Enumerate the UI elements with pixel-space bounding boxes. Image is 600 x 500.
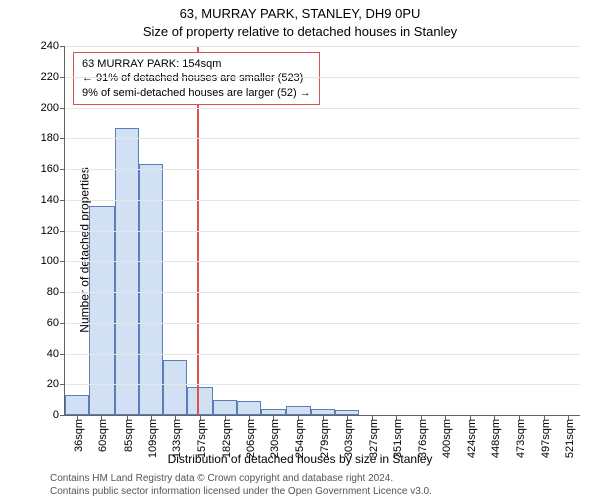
histogram-bar [286, 406, 311, 415]
xtick-label: 206sqm [245, 419, 257, 458]
gridline [65, 261, 580, 262]
ytick-label: 240 [41, 40, 59, 52]
ytick-label: 180 [41, 132, 59, 144]
histogram-bar [65, 395, 89, 415]
annotation-box: 63 MURRAY PARK: 154sqm ← 91% of detached… [73, 52, 320, 105]
ytick-mark [60, 231, 65, 232]
ytick-mark [60, 77, 65, 78]
ytick-label: 20 [47, 378, 59, 390]
gridline [65, 292, 580, 293]
gridline [65, 46, 580, 47]
gridline [65, 354, 580, 355]
xtick-label: 182sqm [221, 419, 233, 458]
xtick-label: 133sqm [171, 419, 183, 458]
ytick-mark [60, 200, 65, 201]
annotation-line2: ← 91% of detached houses are smaller (52… [82, 71, 311, 85]
xtick-label: 473sqm [515, 419, 527, 458]
xtick-label: 497sqm [540, 419, 552, 458]
xtick-label: 448sqm [490, 419, 502, 458]
ytick-mark [60, 138, 65, 139]
annotation-line1: 63 MURRAY PARK: 154sqm [82, 57, 311, 71]
ytick-mark [60, 292, 65, 293]
ytick-label: 200 [41, 102, 59, 114]
histogram-bar [139, 164, 163, 415]
attribution-line1: Contains HM Land Registry data © Crown c… [50, 473, 600, 486]
gridline [65, 138, 580, 139]
gridline [65, 323, 580, 324]
gridline [65, 169, 580, 170]
histogram-bar [115, 128, 139, 416]
xtick-label: 254sqm [294, 419, 306, 458]
plot-area: 63 MURRAY PARK: 154sqm ← 91% of detached… [64, 46, 580, 416]
ytick-label: 220 [41, 71, 59, 83]
histogram-bar [163, 360, 187, 415]
gridline [65, 77, 580, 78]
ytick-mark [60, 261, 65, 262]
ytick-label: 120 [41, 225, 59, 237]
chart-title-main: 63, MURRAY PARK, STANLEY, DH9 0PU [0, 6, 600, 21]
xtick-label: 157sqm [196, 419, 208, 458]
ytick-mark [60, 169, 65, 170]
histogram-bar [187, 387, 212, 415]
xtick-label: 230sqm [269, 419, 281, 458]
ytick-label: 100 [41, 255, 59, 267]
xtick-label: 36sqm [73, 419, 85, 452]
xtick-label: 85sqm [123, 419, 135, 452]
ytick-mark [60, 46, 65, 47]
ytick-label: 0 [53, 409, 59, 421]
attribution-line2: Contains public sector information licen… [50, 486, 600, 499]
xtick-label: 400sqm [441, 419, 453, 458]
ytick-label: 60 [47, 317, 59, 329]
ytick-mark [60, 108, 65, 109]
gridline [65, 384, 580, 385]
histogram-bar [213, 400, 237, 415]
ytick-mark [60, 354, 65, 355]
histogram-chart: 63, MURRAY PARK, STANLEY, DH9 0PU Size o… [0, 0, 600, 500]
xtick-label: 351sqm [392, 419, 404, 458]
xtick-label: 279sqm [319, 419, 331, 458]
histogram-bar [237, 401, 261, 415]
ytick-mark [60, 384, 65, 385]
annotation-line3: 9% of semi-detached houses are larger (5… [82, 86, 311, 100]
xtick-label: 109sqm [147, 419, 159, 458]
xtick-label: 327sqm [368, 419, 380, 458]
ytick-label: 40 [47, 348, 59, 360]
xtick-label: 521sqm [564, 419, 576, 458]
ytick-label: 160 [41, 163, 59, 175]
gridline [65, 231, 580, 232]
xtick-label: 376sqm [417, 419, 429, 458]
xtick-label: 303sqm [343, 419, 355, 458]
attribution: Contains HM Land Registry data © Crown c… [0, 473, 600, 498]
xtick-label: 60sqm [97, 419, 109, 452]
chart-title-sub: Size of property relative to detached ho… [0, 24, 600, 39]
gridline [65, 200, 580, 201]
gridline [65, 108, 580, 109]
xtick-label: 424sqm [466, 419, 478, 458]
ytick-mark [60, 415, 65, 416]
ytick-label: 80 [47, 286, 59, 298]
ytick-label: 140 [41, 194, 59, 206]
ytick-mark [60, 323, 65, 324]
